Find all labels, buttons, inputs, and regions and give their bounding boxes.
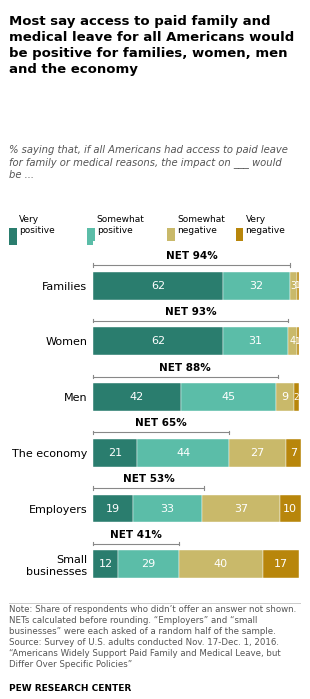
Bar [296,328,299,355]
Text: 2: 2 [294,393,299,402]
Text: 10: 10 [283,503,297,514]
Text: 4: 4 [289,336,295,347]
Text: 12: 12 [99,559,113,569]
Text: NET 93%: NET 93% [165,307,216,317]
Text: Very
negative: Very negative [246,215,286,235]
Bar [93,328,223,355]
Text: 62: 62 [151,281,165,291]
Bar [133,495,202,522]
Text: 44: 44 [176,448,190,458]
Text: 17: 17 [274,559,288,569]
Text: Note: Share of respondents who didn’t offer an answer not shown.
NETs calculated: Note: Share of respondents who didn’t of… [9,605,297,669]
Bar [276,383,294,411]
Text: 32: 32 [250,281,264,291]
Bar [296,272,299,300]
Bar [93,383,181,411]
Text: NET 65%: NET 65% [135,418,187,428]
Bar [290,272,296,300]
Text: Somewhat
positive: Somewhat positive [97,215,144,235]
Bar [179,550,263,578]
Text: 45: 45 [221,392,235,402]
Text: Most say access to paid family and
medical leave for all Americans would
be posi: Most say access to paid family and medic… [9,15,294,76]
Bar [93,272,223,300]
Text: % saying that, if all Americans had access to paid leave
for family or medical r: % saying that, if all Americans had acce… [9,145,288,180]
Text: NET 41%: NET 41% [110,530,162,540]
Text: Somewhat
negative: Somewhat negative [177,215,225,235]
Text: 21: 21 [108,448,122,458]
Text: 7: 7 [290,448,297,458]
Bar [288,328,296,355]
Bar [294,383,299,411]
Text: 3: 3 [290,281,296,291]
Bar [223,272,290,300]
Text: Very
positive: Very positive [19,215,55,235]
Text: 42: 42 [130,392,144,402]
Bar [286,439,301,467]
Text: 62: 62 [151,336,165,347]
Bar [93,550,118,578]
Text: NET 53%: NET 53% [123,474,175,484]
Bar [137,439,229,467]
Text: 33: 33 [161,503,175,514]
Bar [202,495,280,522]
Text: 40: 40 [214,559,228,569]
Bar [280,495,301,522]
Bar [229,439,286,467]
Text: 1: 1 [295,337,300,346]
Text: 1: 1 [295,281,300,290]
Bar [93,439,137,467]
Bar [181,383,276,411]
Text: 19: 19 [106,503,120,514]
Text: NET 88%: NET 88% [159,363,211,373]
Text: NET 94%: NET 94% [166,251,218,261]
Text: 9: 9 [281,392,289,402]
Text: 31: 31 [249,336,263,347]
Bar [93,495,133,522]
Bar [263,550,299,578]
Text: PEW RESEARCH CENTER: PEW RESEARCH CENTER [9,684,131,693]
Text: 37: 37 [234,503,248,514]
Text: 29: 29 [141,559,156,569]
Text: 27: 27 [250,448,265,458]
Bar [118,550,179,578]
Bar [223,328,288,355]
